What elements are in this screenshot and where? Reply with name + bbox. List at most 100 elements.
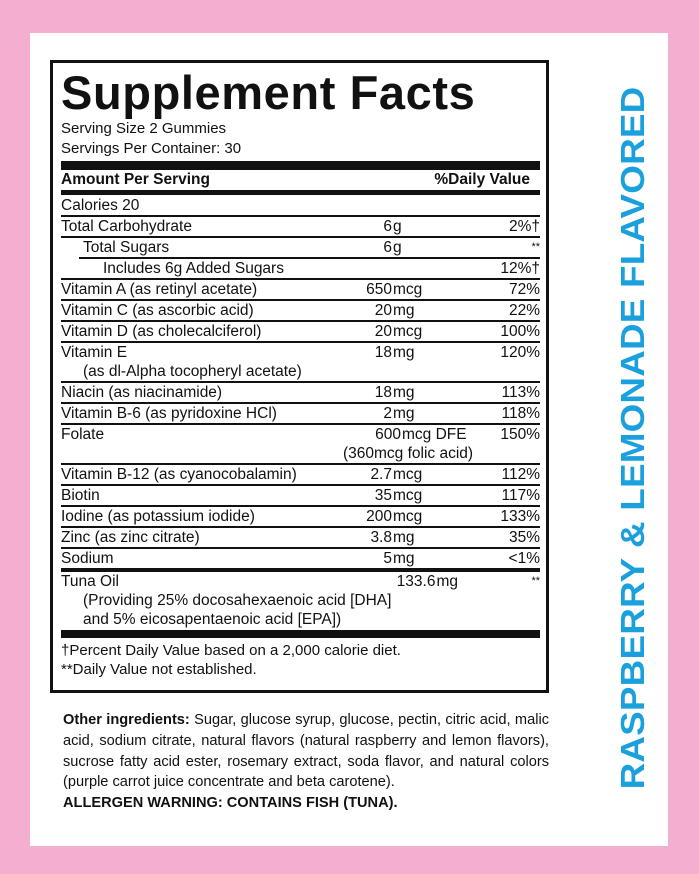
amount-unit: mg [393,384,415,401]
daily-value: 120% [500,344,540,361]
daily-value: 117% [501,487,541,504]
nutrient-name: Sodium [61,550,114,567]
amount-value: 20 [374,302,392,319]
other-ingredients: Other ingredients: Sugar, glucose syrup,… [63,710,549,814]
amount-unit: mg [436,573,458,590]
amount-value: 2.7 [370,466,392,483]
amount-value: 2 [383,405,392,422]
amount-value: 650 [366,281,392,298]
nutrient-row: Zinc (as zinc citrate) 3.8 mg 35% [61,528,540,549]
header-amount: Amount Per Serving [61,171,210,188]
nutrient-row: Vitamin E (as dl-Alpha tocopheryl acetate… [61,343,540,383]
daily-value: 100% [500,323,540,340]
other-ingredients-text: Sugar, glucose syrup, glucose, pectin, c… [63,712,549,791]
nutrient-row: Includes 6g Added Sugars 12%† [61,259,540,280]
daily-value: 113% [501,384,541,401]
amount-value: 5 [383,550,392,567]
amount-unit: mcg DFE [402,426,467,443]
daily-value: 72% [508,281,540,298]
daily-value: 118% [501,405,541,422]
amount-unit: mg [393,405,415,422]
nutrient-row: Biotin 35 mcg 117% [61,486,540,507]
nutrient-rows: Total Carbohydrate 6 g 2%† Total Sugars 6 g ** I… [61,217,540,638]
servings-per-container: Servings Per Container: 30 [61,140,242,157]
nutrient-name: Iodine (as potassium iodide) [61,508,255,525]
nutrient-name: Vitamin D (as cholecalciferol) [61,323,262,340]
daily-value: 133% [500,508,540,525]
amount-value [348,259,392,278]
allergen-warning: ALLERGEN WARNING: CONTAINS FISH (TUNA). [63,795,398,812]
nutrient-source: (as dl-Alpha tocopheryl acetate) [83,363,302,380]
other-ingredients-label: Other ingredients: [63,712,190,728]
divider-indented [79,257,540,259]
nutrient-row: Folate 600 mcg DFE (360mcg folic acid) 150% [61,425,540,465]
amount-unit: mg [393,529,415,546]
daily-value: <1% [508,550,540,567]
divider-medium [61,190,540,195]
amount-value: 600 [375,426,401,443]
amount-value: 35 [374,487,392,504]
daily-value: 112% [501,466,541,483]
nutrient-name: Vitamin E [61,344,128,361]
amount-unit: g [393,218,402,235]
nutrient-name: Vitamin B-12 (as cyanocobalamin) [61,466,297,483]
daily-value: 22% [508,302,540,319]
nutrient-name: Total Carbohydrate [61,218,192,235]
amount-unit: mcg [393,323,423,340]
nutrient-row: Total Sugars 6 g ** [61,238,540,259]
nutrient-row: Sodium 5 mg <1% [61,549,540,572]
amount-value: 6 [383,239,392,256]
nutrient-name: Vitamin B-6 (as pyridoxine HCl) [61,405,277,422]
nutrient-row: Vitamin D (as cholecalciferol) 20 mcg 100% [61,322,540,343]
amount-unit: mcg [393,487,423,504]
nutrient-row: Total Carbohydrate 6 g 2%† [61,217,540,238]
amount-value: 133.6 [396,573,436,590]
daily-value: 2%† [508,218,540,235]
amount-unit: mcg [393,281,423,298]
amount-value: 200 [366,508,392,525]
amount-unit [392,259,393,278]
divider-thick [61,161,540,170]
amount-unit: mcg [393,508,423,525]
amount-value: 20 [374,323,392,340]
amount-unit: mcg [393,466,423,483]
amount-unit: mg [393,302,415,319]
daily-value: 150% [500,426,540,443]
daily-value: 35% [508,529,540,546]
nutrient-row: Vitamin C (as ascorbic acid) 20 mg 22% [61,301,540,322]
nutrient-source: and 5% eicosapentaenoic acid [EPA]) [83,611,342,628]
nutrient-source: (Providing 25% docosahexaenoic acid [DHA… [83,592,392,609]
nutrient-name: Tuna Oil [61,573,120,590]
daily-value: ** [531,241,540,253]
daily-value: ** [531,575,540,587]
calories-row: Calories 20 [61,196,540,217]
footnote-not-established: **Daily Value not established. [61,661,257,678]
footnote-dv: †Percent Daily Value based on a 2,000 ca… [61,642,401,659]
nutrient-name: Includes 6g Added Sugars [103,260,284,277]
panel-title: Supplement Facts [61,66,476,119]
amount-unit: mg [393,344,415,361]
header-daily-value: %Daily Value [434,171,530,188]
nutrient-row: Tuna Oil (Providing 25% docosahexaenoic a… [61,572,540,638]
nutrient-name: Vitamin C (as ascorbic acid) [61,302,254,319]
flavor-side-text: RASPBERRY & LEMONADE FLAVORED [615,86,652,790]
nutrient-name: Vitamin A (as retinyl acetate) [61,281,258,298]
column-header: Amount Per Serving %Daily Value [61,170,540,190]
amount-value: 3.8 [370,529,392,546]
amount-value: 18 [374,344,392,361]
amount-detail: (360mcg folic acid) [343,445,474,462]
nutrient-row: Vitamin A (as retinyl acetate) 650 mcg 72% [61,280,540,301]
amount-value: 18 [374,384,392,401]
amount-unit: g [393,239,402,256]
nutrient-name: Total Sugars [83,239,170,256]
serving-size: Serving Size 2 Gummies [61,120,227,137]
nutrient-name: Zinc (as zinc citrate) [61,529,200,546]
nutrient-name: Folate [61,426,105,443]
amount-value: 6 [383,218,392,235]
daily-value: 12%† [500,260,540,277]
nutrient-name: Biotin [61,487,100,504]
nutrient-row: Niacin (as niacinamide) 18 mg 113% [61,383,540,404]
nutrient-row: Vitamin B-6 (as pyridoxine HCl) 2 mg 118% [61,404,540,425]
nutrient-name: Niacin (as niacinamide) [61,384,223,401]
nutrient-row: Iodine (as potassium iodide) 200 mcg 133% [61,507,540,528]
